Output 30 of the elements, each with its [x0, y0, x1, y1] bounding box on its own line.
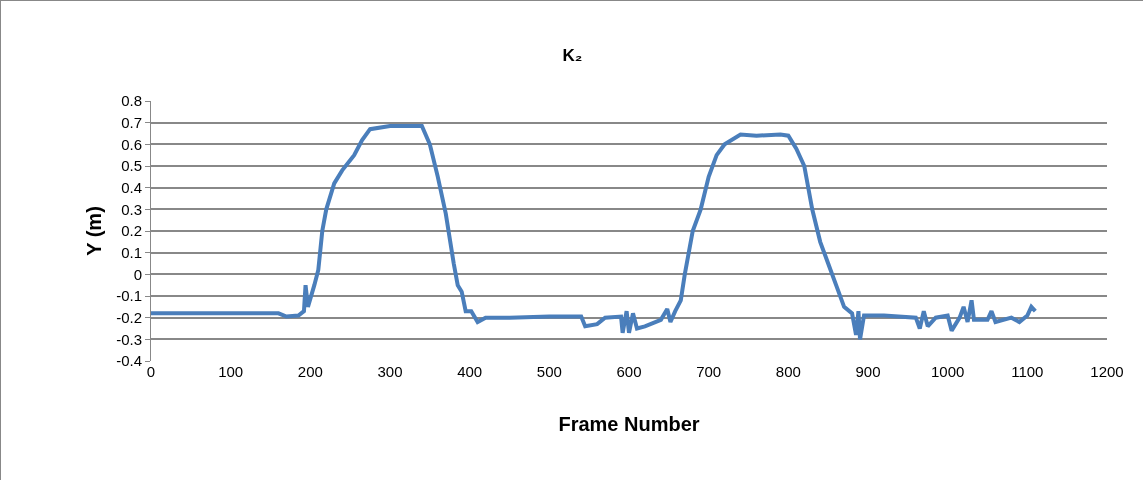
y-tick-label: 0.1	[121, 243, 142, 261]
x-tick-label: 700	[696, 363, 722, 380]
x-tick-label: 400	[457, 363, 483, 380]
x-tick-label: 1000	[930, 363, 965, 380]
y-tick-label: 0.6	[121, 135, 142, 153]
y-tick-label: 0	[133, 265, 142, 283]
y-tick-label: -0.2	[116, 308, 142, 326]
y-tick-label: -0.4	[116, 352, 142, 370]
x-tick-label: 200	[297, 363, 323, 380]
y-tick-label: 0.8	[121, 92, 142, 110]
y-tick-label: 0.5	[121, 157, 142, 175]
x-axis-title: Frame Number	[558, 413, 700, 435]
y-axis-title: Y (m)	[83, 206, 105, 256]
y-tick-label: 0.3	[121, 200, 142, 218]
y-tick-label: 0.4	[121, 178, 142, 196]
x-tick-label: 100	[218, 363, 244, 380]
y-tick-label: -0.1	[116, 287, 142, 305]
y-tick-label: -0.3	[116, 330, 142, 348]
x-tick-label: 900	[855, 363, 881, 380]
x-tick-label: 500	[536, 363, 562, 380]
x-tick-label: 0	[146, 363, 156, 380]
x-tick-label: 600	[616, 363, 642, 380]
x-tick-label: 300	[377, 363, 403, 380]
y-tick-label: 0.2	[121, 222, 142, 240]
x-tick-label: 1100	[1011, 363, 1044, 380]
chart-title: K₂	[562, 45, 583, 65]
x-tick-label: 800	[775, 363, 801, 380]
line-series	[151, 123, 1038, 342]
y-tick-label: 0.7	[121, 113, 142, 131]
x-tick-label: 1200	[1090, 363, 1124, 380]
